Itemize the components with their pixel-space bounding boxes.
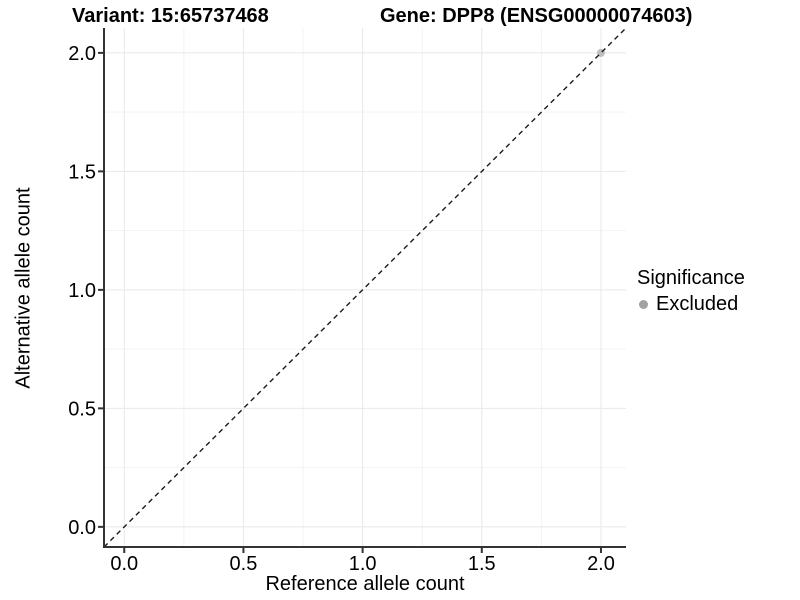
legend-item-excluded: Excluded <box>637 293 745 316</box>
y-tick-label: 1.0 <box>68 280 96 302</box>
x-tick-label: 1.0 <box>349 553 377 575</box>
y-tick-label: 1.5 <box>68 161 96 183</box>
plot-title-variant: Variant: 15:65737468 <box>72 5 269 27</box>
identity-line <box>103 27 627 548</box>
plot-title-gene: Gene: DPP8 (ENSG00000074603) <box>380 5 693 27</box>
y-axis-title: Alternative allele count <box>12 187 35 389</box>
legend-item-label: Excluded <box>656 293 739 315</box>
legend-title: Significance <box>637 267 745 289</box>
legend: Significance Excluded <box>637 267 745 316</box>
y-tick-label: 0.0 <box>68 517 96 539</box>
legend-swatch-excluded-icon <box>639 300 648 309</box>
x-tick-label: 1.5 <box>468 553 496 575</box>
x-tick-label: 0.0 <box>110 553 138 575</box>
y-tick-label: 0.5 <box>68 398 96 420</box>
x-tick-label: 2.0 <box>587 553 615 575</box>
x-tick-label: 0.5 <box>230 553 258 575</box>
x-axis-title: Reference allele count <box>265 573 465 595</box>
y-tick-label: 2.0 <box>68 43 96 65</box>
